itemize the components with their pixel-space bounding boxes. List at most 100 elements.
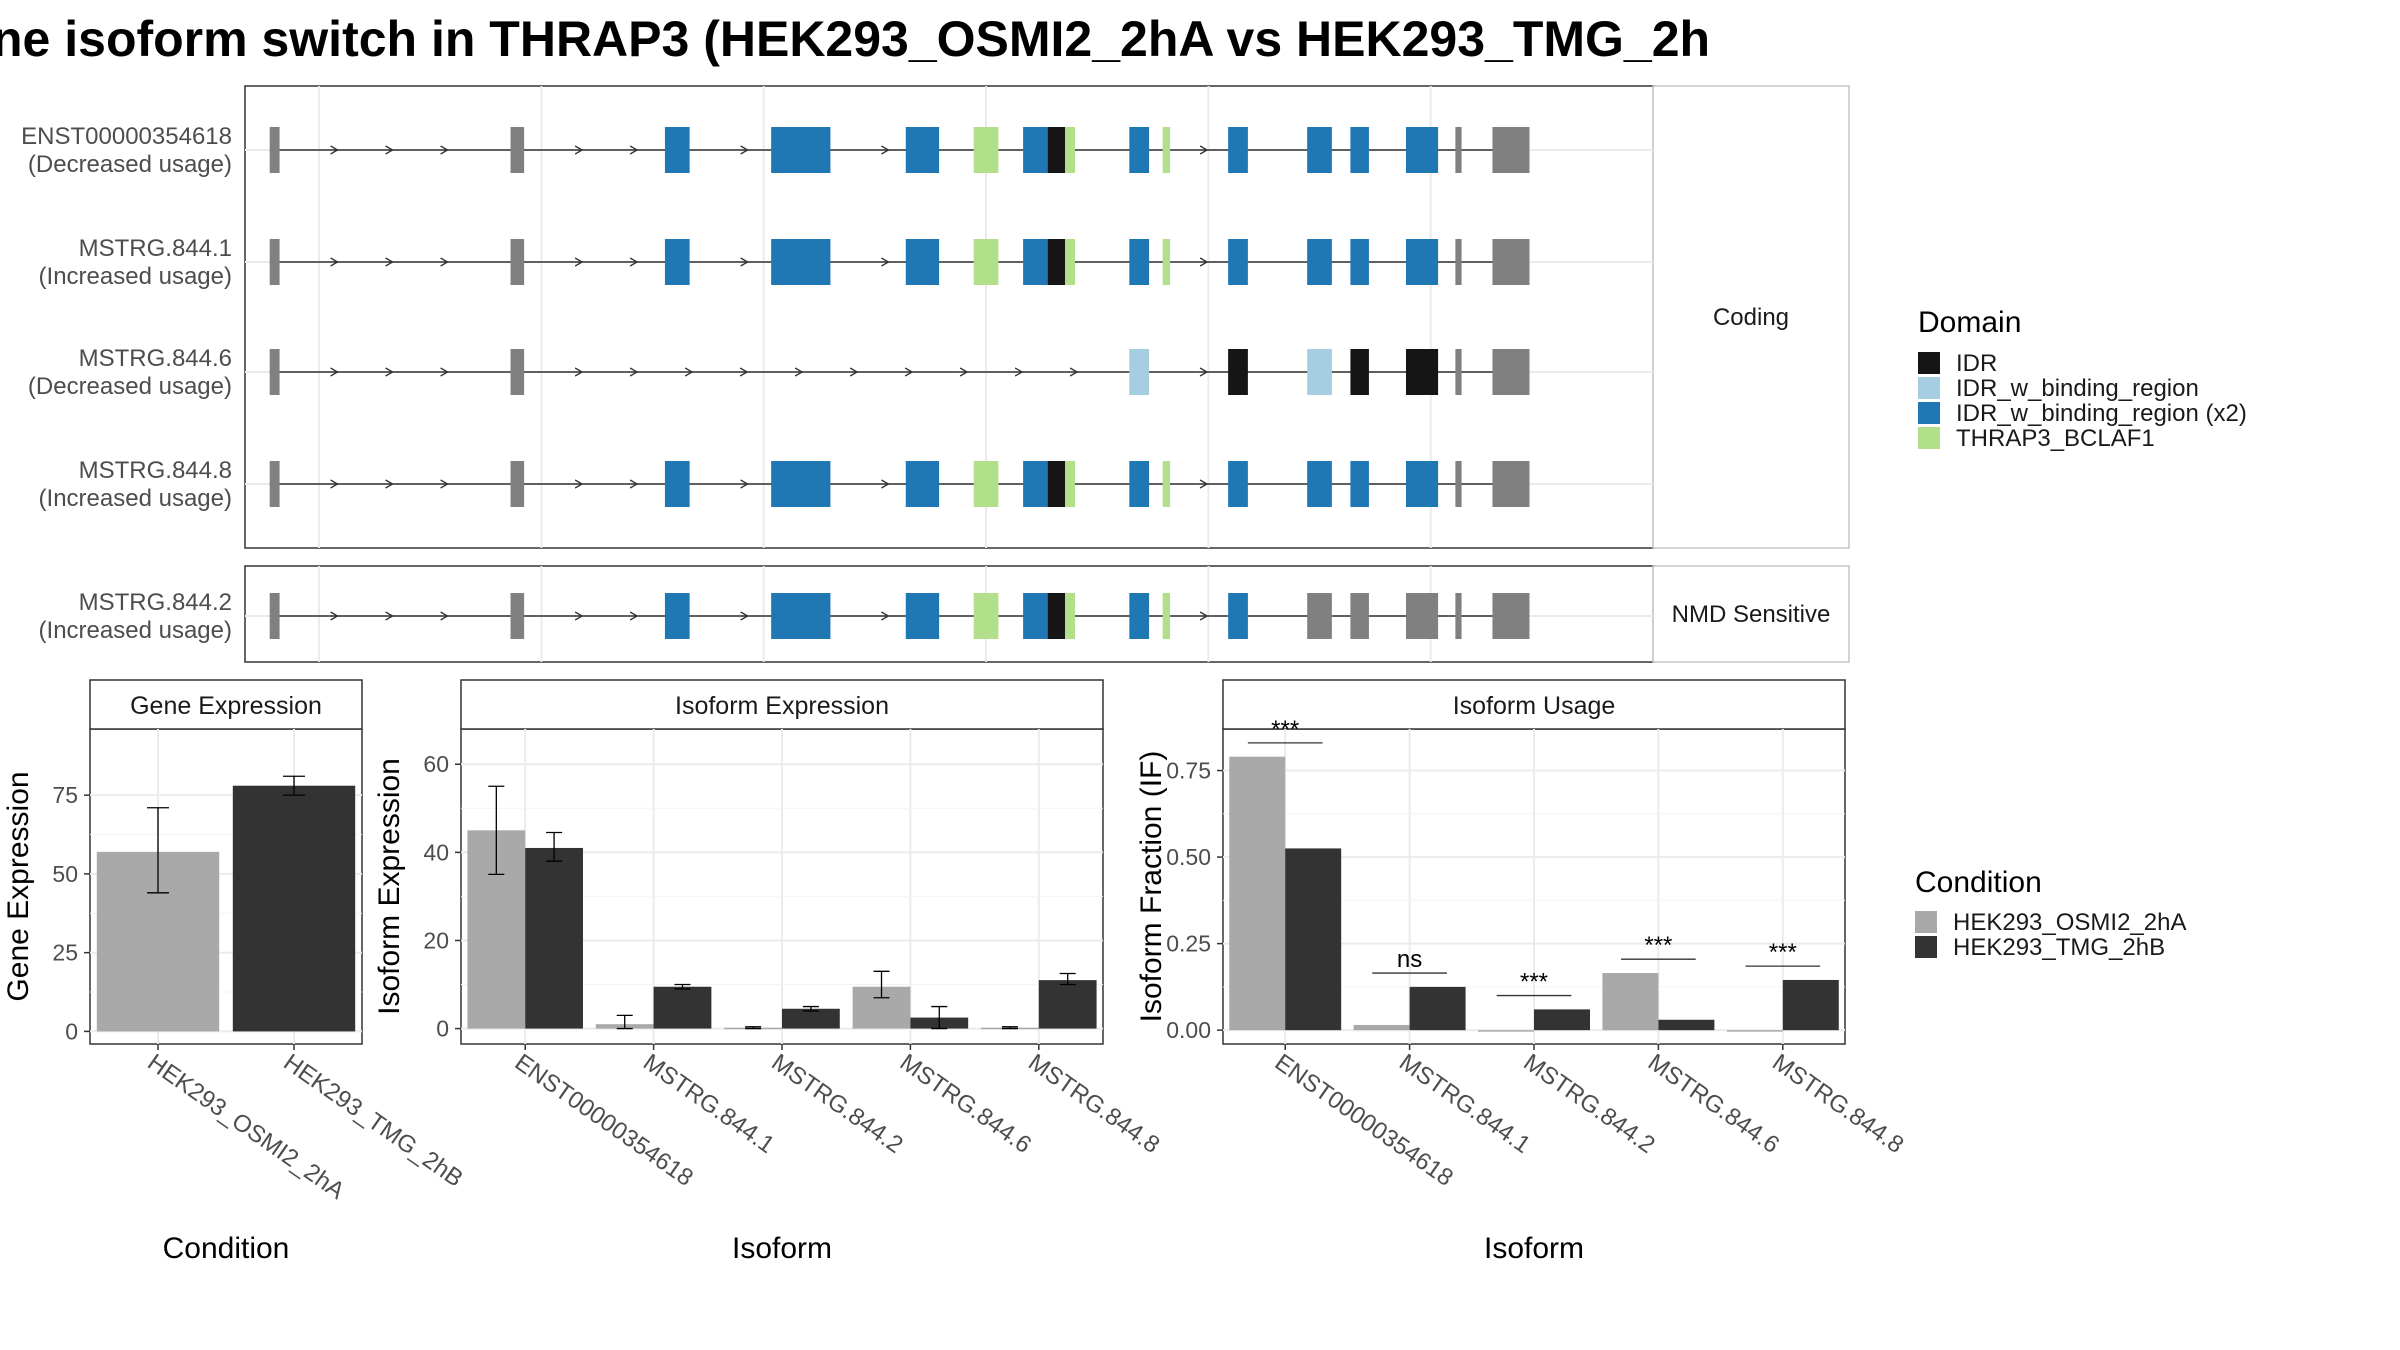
transcript-id-label: MSTRG.844.1 [79, 235, 232, 262]
exon [1228, 461, 1248, 507]
exon [664, 239, 690, 285]
y-axis-label: Gene Expression [2, 771, 35, 1001]
bar [1658, 1019, 1715, 1031]
significance-label: *** [1769, 939, 1797, 966]
transcript-row: ENST00000354618(Decreased usage) [21, 123, 1653, 178]
idr-domain [1047, 127, 1066, 173]
exon [510, 239, 525, 285]
thrap3-domain [1162, 593, 1171, 639]
exon [1350, 349, 1369, 395]
x-tick-label: MSTRG.844.8 [1767, 1049, 1908, 1159]
transcript-usage-label: (Increased usage) [39, 485, 232, 512]
exon [1350, 127, 1369, 173]
exon [973, 239, 999, 285]
x-axis-label: Isoform [1484, 1232, 1584, 1265]
domain-legend-label: THRAP3_BCLAF1 [1956, 425, 2155, 452]
exon [269, 461, 280, 507]
x-tick-label: MSTRG.844.2 [1519, 1049, 1660, 1159]
exon [1492, 127, 1530, 173]
bar-charts: Gene Expression 0 25 50 75 Gene Expression Con… [2, 679, 1908, 1265]
transcript-id-label: MSTRG.844.8 [79, 457, 232, 484]
bar [653, 986, 712, 1029]
exon [664, 127, 690, 173]
bar [1478, 1030, 1534, 1032]
exon [1455, 127, 1462, 173]
bar [1285, 848, 1342, 1031]
x-tick-label: MSTRG.844.8 [1023, 1049, 1164, 1159]
intron-arrow [385, 257, 394, 267]
intron-arrow [330, 145, 339, 155]
intron-arrow [629, 145, 639, 155]
chart-1: Isoform Expression 0 20 40 60 Isoform Express… [373, 679, 1164, 1265]
y-tick-label: 0.00 [1166, 1017, 1211, 1043]
intron-arrow [440, 367, 449, 377]
transcript-usage-label: (Decreased usage) [28, 373, 232, 400]
intron-arrow [330, 611, 339, 621]
transcript-usage-label: (Increased usage) [39, 263, 232, 290]
exon [1455, 461, 1462, 507]
intron-arrow [440, 145, 449, 155]
intron-arrow [740, 145, 749, 155]
domain-legend-swatch [1918, 352, 1940, 374]
intron-arrow [629, 257, 639, 267]
transcript-row: MSTRG.844.1(Increased usage) [39, 235, 1653, 290]
thrap3-domain [1065, 593, 1075, 639]
y-tick-label: 25 [52, 940, 78, 966]
exon [510, 127, 525, 173]
intron-arrow [1014, 367, 1024, 377]
exon [269, 593, 280, 639]
bar [1409, 986, 1466, 1031]
significance-label: *** [1644, 932, 1672, 959]
exon [1129, 461, 1150, 507]
exon [1350, 461, 1369, 507]
y-tick-label: 0 [65, 1018, 78, 1044]
y-tick-label: 0.75 [1166, 758, 1211, 784]
exon [1307, 239, 1332, 285]
bar [1534, 1009, 1590, 1031]
intron-arrow [739, 367, 749, 377]
idr-domain [1047, 239, 1066, 285]
intron-arrow [1199, 145, 1209, 155]
exon [269, 127, 280, 173]
intron-arrow [574, 257, 584, 267]
domain-legend-swatch [1918, 402, 1940, 424]
domain-legend-label: IDR_w_binding_region (x2) [1956, 400, 2247, 427]
exon [664, 461, 690, 507]
transcript-panel-1: NMD Sensitive MSTRG.844.2(Increased usage… [39, 565, 1850, 663]
transcript-id-label: MSTRG.844.2 [79, 589, 232, 616]
exon [1405, 239, 1439, 285]
exon [1350, 239, 1369, 285]
intron-arrow [740, 257, 749, 267]
intron-arrow [440, 257, 449, 267]
chart-strip [460, 679, 1104, 730]
exon [510, 461, 525, 507]
bar [1602, 973, 1659, 1031]
intron-arrow [574, 479, 584, 489]
y-tick-label: 20 [423, 927, 449, 953]
intron-arrow [794, 367, 804, 377]
exon [771, 461, 831, 507]
exon [1129, 349, 1150, 395]
intron-arrow [330, 479, 339, 489]
intron-arrow [881, 145, 890, 155]
exon [905, 461, 940, 507]
intron-arrow [385, 367, 394, 377]
exon [1405, 461, 1439, 507]
panel-frame [244, 565, 1654, 663]
exon [1307, 593, 1332, 639]
x-axis-label: Condition [163, 1232, 290, 1265]
bar [1353, 1024, 1410, 1031]
exon [771, 593, 831, 639]
intron-arrow [629, 479, 639, 489]
intron-arrow [959, 367, 969, 377]
bar [1038, 980, 1097, 1029]
exon [1228, 239, 1248, 285]
domain-legend-label: IDR_w_binding_region [1956, 375, 2199, 402]
bar [1782, 979, 1839, 1031]
chart-title: Gene Expression [130, 692, 322, 720]
y-tick-label: 50 [52, 861, 78, 887]
exon [1307, 349, 1332, 395]
exon [973, 593, 999, 639]
